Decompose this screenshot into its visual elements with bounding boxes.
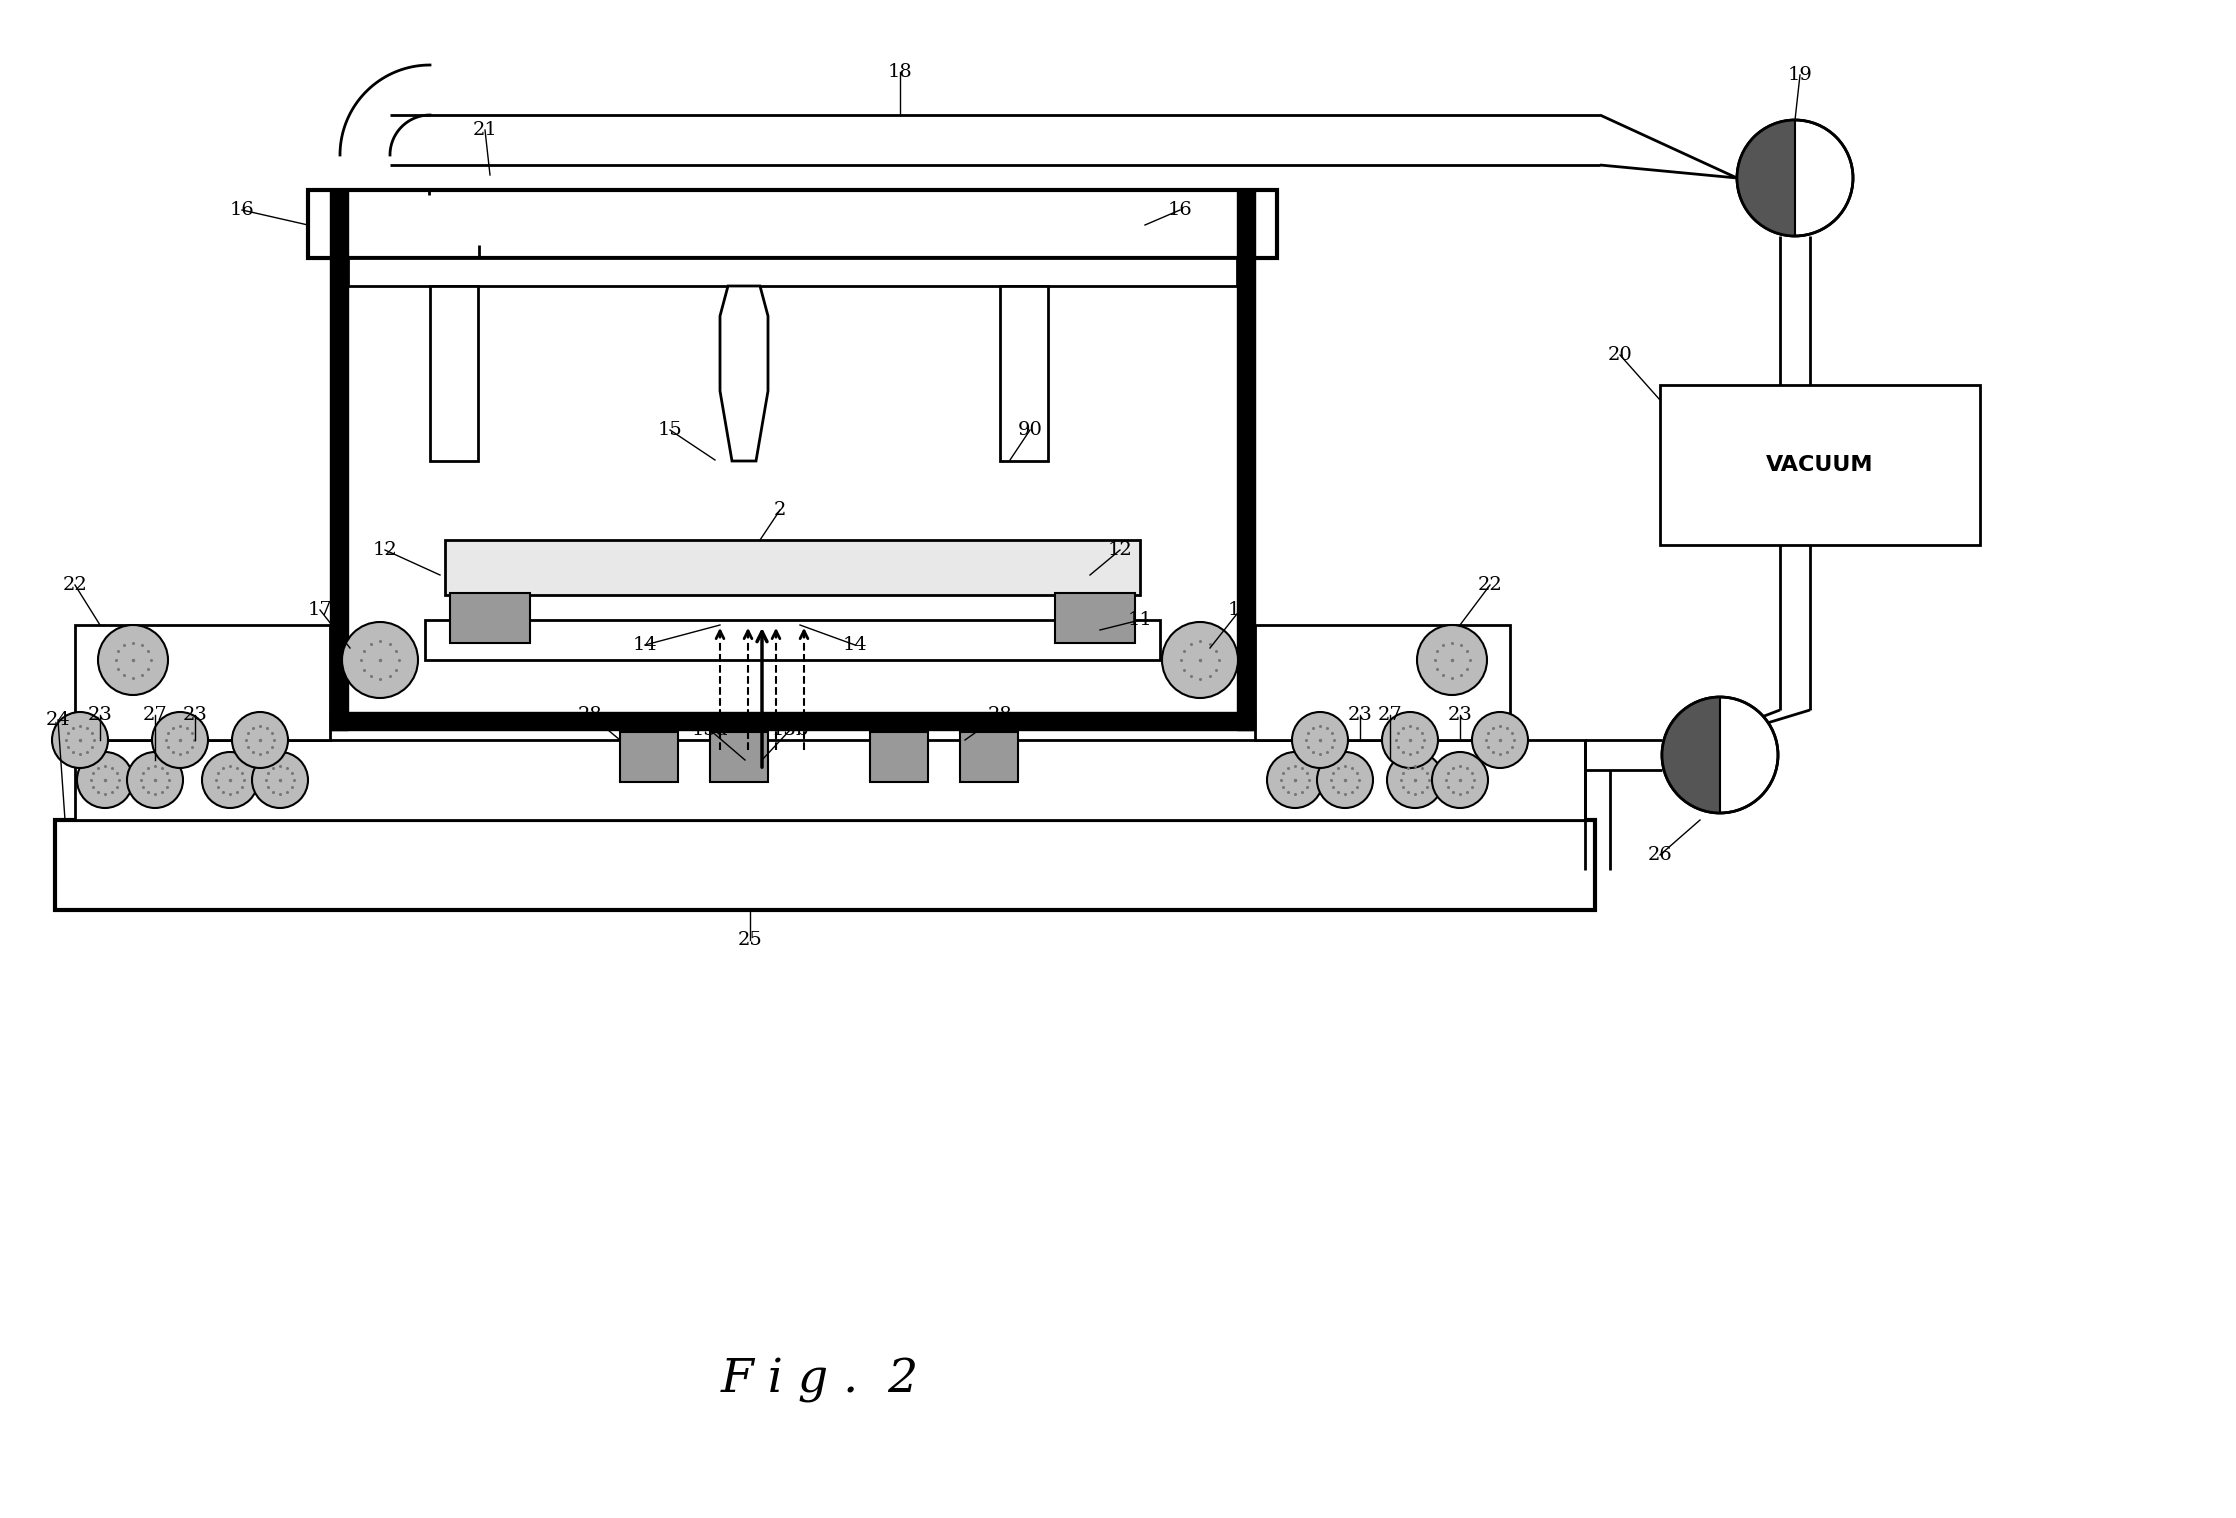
Circle shape xyxy=(1418,625,1487,695)
Text: 17: 17 xyxy=(1228,601,1252,619)
Text: 14: 14 xyxy=(633,636,657,654)
Text: 25: 25 xyxy=(738,931,762,949)
Bar xyxy=(76,625,331,739)
Bar xyxy=(1237,190,1254,730)
Circle shape xyxy=(51,712,107,768)
Circle shape xyxy=(1386,751,1442,808)
Polygon shape xyxy=(720,285,767,461)
Bar xyxy=(445,540,1140,595)
Circle shape xyxy=(1382,712,1438,768)
Bar xyxy=(425,619,1160,660)
Text: 13a: 13a xyxy=(691,721,729,739)
Bar xyxy=(56,820,1594,909)
Bar xyxy=(870,732,928,782)
Circle shape xyxy=(152,712,208,768)
Circle shape xyxy=(98,625,168,695)
Polygon shape xyxy=(1661,697,1719,814)
Text: 17: 17 xyxy=(309,601,333,619)
Text: 11: 11 xyxy=(1127,612,1152,628)
Circle shape xyxy=(1471,712,1527,768)
Bar xyxy=(331,712,1254,730)
Circle shape xyxy=(1661,697,1778,814)
Circle shape xyxy=(127,751,183,808)
Text: 23: 23 xyxy=(87,706,112,724)
Circle shape xyxy=(342,622,418,698)
Text: 15: 15 xyxy=(657,420,682,439)
Text: 23: 23 xyxy=(1348,706,1373,724)
Circle shape xyxy=(1737,120,1854,235)
Bar xyxy=(76,739,1585,820)
Text: 22: 22 xyxy=(1478,575,1503,594)
Circle shape xyxy=(201,751,257,808)
Text: 22: 22 xyxy=(63,575,87,594)
Bar xyxy=(1659,386,1981,545)
Polygon shape xyxy=(1737,120,1796,235)
Text: 14: 14 xyxy=(843,636,868,654)
Text: 27: 27 xyxy=(143,706,168,724)
Text: 21: 21 xyxy=(472,121,496,140)
Text: 16: 16 xyxy=(1167,200,1192,219)
Text: 23: 23 xyxy=(183,706,208,724)
Bar xyxy=(349,258,1237,285)
Text: 27: 27 xyxy=(1377,706,1402,724)
Text: 18: 18 xyxy=(888,64,912,80)
Text: 20: 20 xyxy=(1608,346,1632,364)
Circle shape xyxy=(76,751,132,808)
Text: 23: 23 xyxy=(1447,706,1474,724)
Circle shape xyxy=(253,751,309,808)
Text: 13b: 13b xyxy=(771,721,809,739)
Bar xyxy=(331,190,349,730)
Text: 26: 26 xyxy=(1648,846,1673,864)
Circle shape xyxy=(1163,622,1239,698)
Bar xyxy=(1055,594,1136,644)
Circle shape xyxy=(233,712,288,768)
Circle shape xyxy=(1431,751,1487,808)
Bar xyxy=(1254,625,1509,739)
Text: F i g .  2: F i g . 2 xyxy=(720,1357,919,1403)
Text: 16: 16 xyxy=(230,200,255,219)
Text: VACUUM: VACUUM xyxy=(1766,455,1874,475)
Circle shape xyxy=(1268,751,1324,808)
Circle shape xyxy=(1317,751,1373,808)
Text: 28: 28 xyxy=(577,706,601,724)
Text: 90: 90 xyxy=(1017,420,1042,439)
Text: 19: 19 xyxy=(1787,65,1813,83)
Bar xyxy=(999,285,1049,461)
Text: 12: 12 xyxy=(1107,540,1131,559)
Text: 24: 24 xyxy=(45,710,69,729)
Text: 2: 2 xyxy=(774,501,787,519)
Bar xyxy=(711,732,767,782)
Bar xyxy=(309,190,1277,258)
Text: 28: 28 xyxy=(988,706,1013,724)
Text: 12: 12 xyxy=(373,540,398,559)
Bar xyxy=(959,732,1017,782)
Bar xyxy=(619,732,678,782)
Bar xyxy=(429,285,479,461)
Bar xyxy=(449,594,530,644)
Circle shape xyxy=(1292,712,1348,768)
